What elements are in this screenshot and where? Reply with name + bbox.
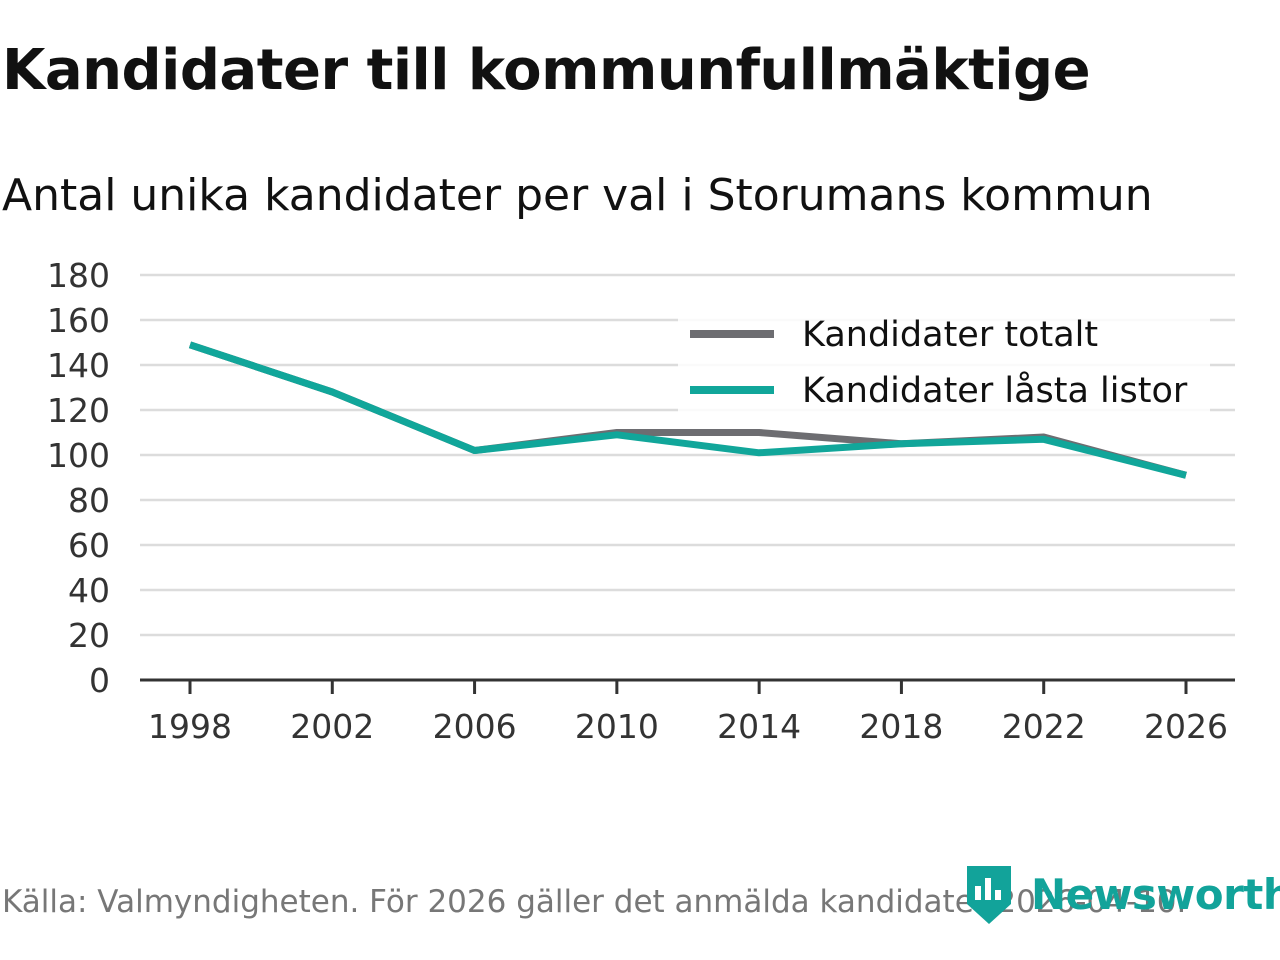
y-tick-label-80: 80 — [68, 481, 110, 520]
y-tick-label-160: 160 — [47, 301, 110, 340]
y-tick-label-0: 0 — [89, 661, 110, 700]
legend-label-kandidater-totalt: Kandidater totalt — [802, 315, 1098, 355]
newsworthy-logo-icon — [967, 866, 1011, 924]
y-tick-label-100: 100 — [47, 436, 110, 475]
legend-box — [678, 308, 1210, 412]
chart-subtitle: Antal unika kandidater per val i Storuma… — [2, 170, 1153, 221]
y-tick-label-40: 40 — [68, 571, 110, 610]
x-tick-label-2014: 2014 — [717, 707, 801, 746]
x-tick-label-2026: 2026 — [1144, 707, 1228, 746]
x-tick-label-1998: 1998 — [148, 707, 232, 746]
y-tick-label-180: 180 — [47, 256, 110, 295]
brand-name: Newsworthy — [1031, 869, 1280, 919]
legend-label-kandidater-lasta-listor: Kandidater låsta listor — [802, 370, 1188, 411]
chart-title: Kandidater till kommunfullmäktige — [2, 38, 1091, 103]
y-tick-label-20: 20 — [68, 616, 110, 655]
y-tick-label-60: 60 — [68, 526, 110, 565]
line-chart: 0 20 40 60 80 100 120 140 160 180 1998 2002 2006 2010… — [47, 256, 1235, 746]
x-tick-label-2010: 2010 — [575, 707, 659, 746]
y-tick-label-120: 120 — [47, 391, 110, 430]
newsworthy-logo: Newsworthy — [963, 862, 1280, 926]
y-tick-label-140: 140 — [47, 346, 110, 385]
x-tick-label-2006: 2006 — [433, 707, 517, 746]
x-tick-label-2022: 2022 — [1002, 707, 1086, 746]
x-tick-label-2018: 2018 — [859, 707, 943, 746]
series-line-kandidater-lasta-listor — [188, 341, 1187, 479]
x-tick-label-2002: 2002 — [290, 707, 374, 746]
